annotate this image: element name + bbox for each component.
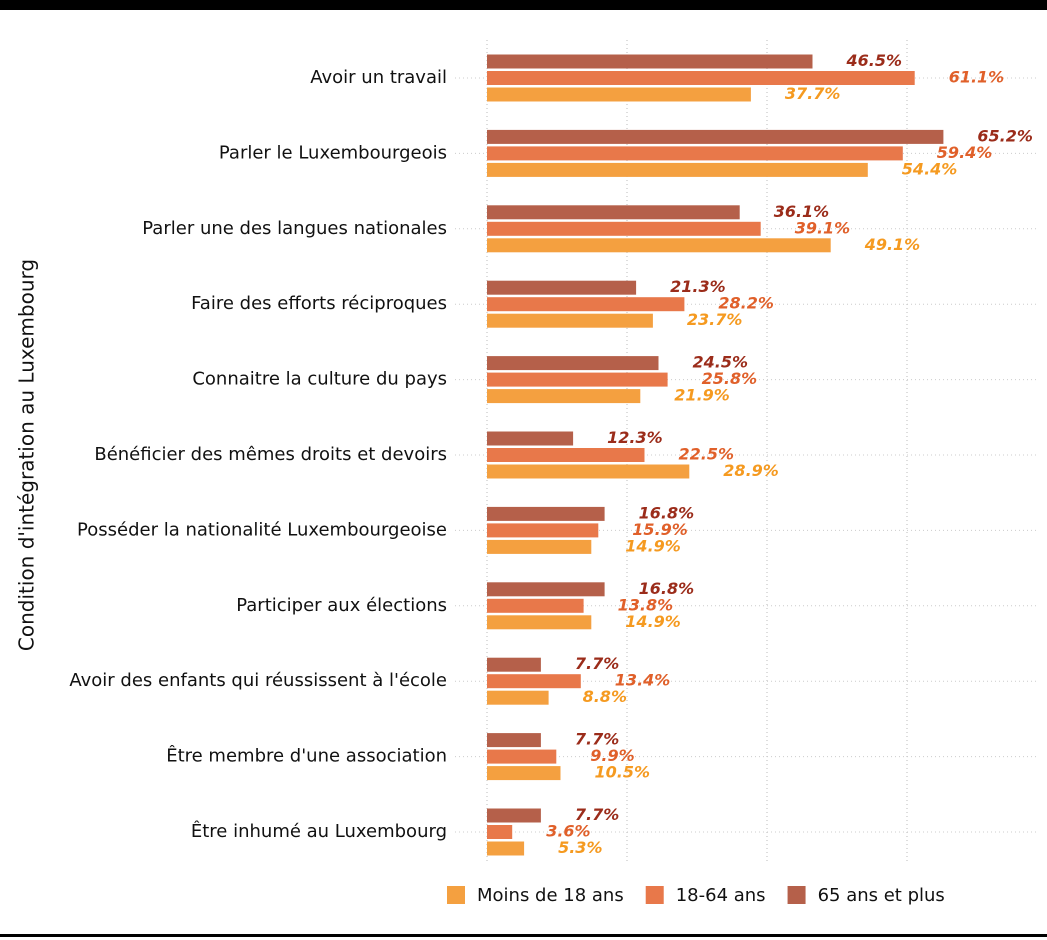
value-label: 28.2% xyxy=(718,294,774,313)
value-label: 8.8% xyxy=(583,687,627,706)
value-label: 16.8% xyxy=(639,503,695,522)
bar xyxy=(487,431,574,446)
bar xyxy=(487,389,641,404)
category-label: Parler une des langues nationales xyxy=(142,218,447,239)
value-label: 13.4% xyxy=(615,671,671,690)
bar xyxy=(487,582,605,597)
value-label: 39.1% xyxy=(795,218,851,237)
bar xyxy=(487,657,541,672)
bar xyxy=(487,749,557,764)
value-label: 3.6% xyxy=(546,822,590,841)
value-label: 25.8% xyxy=(702,369,758,388)
value-label: 7.7% xyxy=(575,805,619,824)
bar xyxy=(487,280,637,295)
bar xyxy=(487,71,915,85)
bar xyxy=(487,506,605,521)
bar xyxy=(487,54,813,69)
value-label: 7.7% xyxy=(575,730,619,749)
value-label: 46.5% xyxy=(846,51,903,70)
legend-swatch xyxy=(787,886,806,904)
bar xyxy=(487,146,903,161)
bar xyxy=(487,598,584,613)
value-label: 49.1% xyxy=(864,235,921,254)
bar xyxy=(487,448,645,462)
value-label: 14.9% xyxy=(625,536,681,555)
bar xyxy=(487,733,541,748)
legend-label: Moins de 18 ans xyxy=(477,885,624,906)
bottom-border xyxy=(0,934,1047,937)
bar xyxy=(487,690,549,705)
bar xyxy=(487,841,525,856)
legend-swatch xyxy=(447,886,465,904)
value-label: 28.9% xyxy=(723,461,779,480)
bar xyxy=(487,297,685,312)
bar xyxy=(487,356,659,371)
value-label: 15.9% xyxy=(632,520,688,539)
value-label: 21.9% xyxy=(674,386,730,405)
legend-label: 65 ans et plus xyxy=(818,885,945,906)
category-label: Avoir un travail xyxy=(310,67,447,88)
category-label: Avoir des enfants qui réussissent à l'éc… xyxy=(69,670,447,691)
value-label: 10.5% xyxy=(595,763,651,782)
category-label: Connaitre la culture du pays xyxy=(192,369,447,390)
value-label: 54.4% xyxy=(902,159,958,178)
value-label: 23.7% xyxy=(687,310,743,329)
bar xyxy=(487,162,868,177)
value-label: 24.5% xyxy=(693,353,749,372)
bar xyxy=(487,87,751,102)
category-label: Être inhumé au Luxembourg xyxy=(191,820,447,842)
bar xyxy=(487,129,944,144)
category-label: Être membre d'une association xyxy=(166,745,447,767)
bar xyxy=(487,766,561,781)
value-label: 16.8% xyxy=(639,579,695,598)
bar xyxy=(487,205,740,220)
bar xyxy=(487,464,690,479)
value-label: 5.3% xyxy=(558,838,602,857)
bar xyxy=(487,238,831,253)
value-label: 61.1% xyxy=(949,68,1005,87)
bar xyxy=(487,313,653,328)
category-label: Bénéficier des mêmes droits et devoirs xyxy=(94,444,447,465)
bar xyxy=(487,825,513,839)
value-label: 21.3% xyxy=(670,277,726,296)
legend-swatch xyxy=(645,886,664,904)
value-label: 12.3% xyxy=(607,428,663,447)
category-label: Participer aux élections xyxy=(236,595,447,616)
bar xyxy=(487,523,599,538)
value-label: 36.1% xyxy=(774,202,830,221)
value-label: 22.5% xyxy=(679,445,735,464)
value-label: 9.9% xyxy=(590,746,634,765)
value-label: 59.4% xyxy=(937,143,993,162)
top-border xyxy=(0,0,1047,10)
bar xyxy=(487,615,592,630)
bar xyxy=(487,674,581,689)
category-label: Parler le Luxembourgeois xyxy=(219,142,447,163)
category-label: Posséder la nationalité Luxembourgeoise xyxy=(77,519,447,540)
bar xyxy=(487,808,541,823)
value-label: 7.7% xyxy=(575,654,619,673)
category-label: Faire des efforts réciproques xyxy=(191,293,447,314)
value-label: 37.7% xyxy=(785,84,841,103)
y-axis-label: Condition d'intégration au Luxembourg xyxy=(15,259,39,651)
bar xyxy=(487,539,592,554)
value-label: 65.2% xyxy=(977,126,1033,145)
legend-label: 18-64 ans xyxy=(676,885,766,906)
bar xyxy=(487,372,668,387)
value-label: 13.8% xyxy=(618,595,674,614)
value-label: 14.9% xyxy=(625,612,681,631)
bar xyxy=(487,221,761,236)
